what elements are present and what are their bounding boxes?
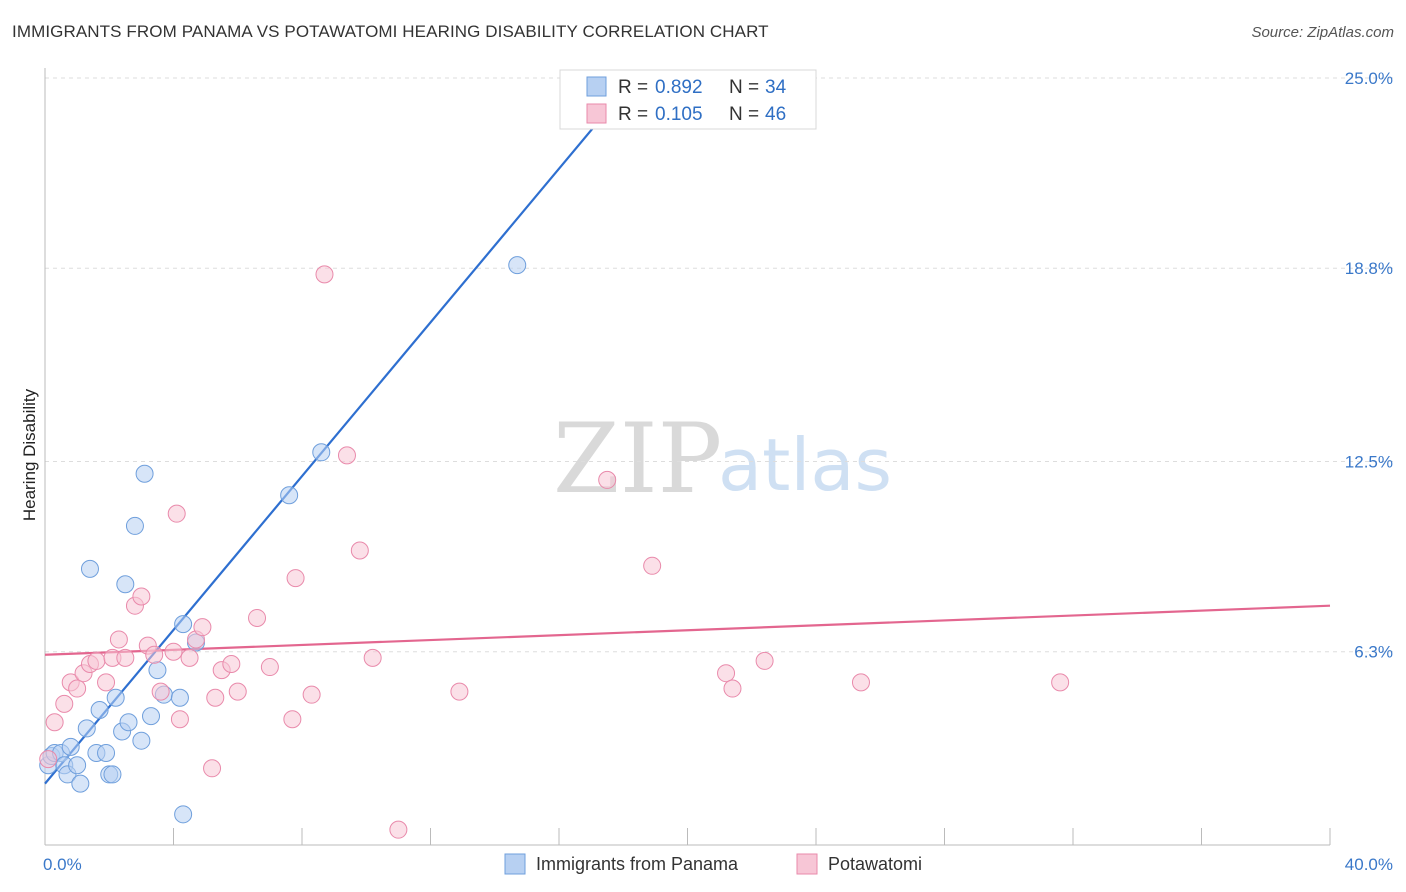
point-potawatomi <box>68 679 87 698</box>
legend-r-label-panama: R = <box>618 77 648 98</box>
point-potawatomi <box>55 694 74 713</box>
point-potawatomi <box>222 654 241 673</box>
point-panama <box>61 737 80 756</box>
legend-n-value-panama: 34 <box>765 77 787 98</box>
legend-swatch-panama <box>586 76 607 97</box>
y-tick-label: 25.0% <box>1345 69 1393 88</box>
legend-n-value-potawatomi: 46 <box>765 104 786 125</box>
point-panama <box>170 688 189 707</box>
legend-r-value-panama: 0.892 <box>655 77 703 98</box>
point-potawatomi <box>389 820 408 839</box>
x-tick-label: 40.0% <box>1345 855 1393 874</box>
point-panama <box>280 486 299 505</box>
point-potawatomi <box>350 541 369 560</box>
point-potawatomi <box>337 446 356 465</box>
point-panama <box>71 774 90 793</box>
legend-swatch-potawatomi <box>586 103 607 124</box>
watermark-zip: ZIP <box>553 403 722 515</box>
point-potawatomi <box>151 682 170 701</box>
point-panama <box>90 701 109 720</box>
point-potawatomi <box>598 470 617 489</box>
legend-n-label-potawatomi: N = <box>729 104 759 125</box>
point-panama <box>106 688 125 707</box>
axes <box>44 68 1331 846</box>
legend-n-label-panama: N = <box>729 77 759 98</box>
point-potawatomi <box>167 504 186 523</box>
point-potawatomi <box>315 265 334 284</box>
point-potawatomi <box>145 645 164 664</box>
bottom-legend: Immigrants from Panama Potawatomi <box>504 853 922 875</box>
data-points <box>39 78 1070 839</box>
point-potawatomi <box>260 658 279 677</box>
point-panama <box>174 805 193 824</box>
point-panama <box>148 661 167 680</box>
point-potawatomi <box>248 608 267 627</box>
y-tick-label: 12.5% <box>1345 453 1393 472</box>
point-potawatomi <box>109 630 128 649</box>
point-potawatomi <box>39 750 58 769</box>
legend-r-value-potawatomi: 0.105 <box>655 104 703 125</box>
point-potawatomi <box>363 648 382 667</box>
watermark-atlas: atlas <box>718 423 892 507</box>
point-potawatomi <box>302 685 321 704</box>
point-potawatomi <box>450 682 469 701</box>
point-potawatomi <box>45 713 64 732</box>
point-panama <box>142 707 161 726</box>
point-potawatomi <box>717 664 736 683</box>
point-potawatomi <box>755 651 774 670</box>
y-tick-label: 6.3% <box>1354 643 1393 662</box>
trend-lines <box>44 83 1331 785</box>
point-potawatomi <box>116 648 135 667</box>
point-potawatomi <box>723 679 742 698</box>
tick-labels: 6.3% 12.5% 18.8% 25.0% 0.0% 40.0% <box>43 69 1393 874</box>
point-potawatomi <box>643 556 662 575</box>
point-panama <box>77 719 96 738</box>
point-potawatomi <box>97 673 116 692</box>
point-panama <box>119 713 138 732</box>
source-label: Source: ZipAtlas.com <box>1251 24 1394 41</box>
point-potawatomi <box>164 642 183 661</box>
point-potawatomi <box>286 569 305 588</box>
legend-r-label-potawatomi: R = <box>618 104 648 125</box>
point-panama <box>103 765 122 784</box>
x-tick-label: 0.0% <box>43 855 82 874</box>
point-potawatomi <box>1051 673 1070 692</box>
point-panama <box>132 731 151 750</box>
bottom-legend-swatch-panama <box>504 853 526 875</box>
y-axis-label: Hearing Disability <box>20 388 39 521</box>
point-potawatomi <box>132 587 151 606</box>
point-potawatomi <box>206 688 225 707</box>
point-potawatomi <box>283 710 302 729</box>
point-panama <box>174 615 193 634</box>
bottom-legend-label-potawatomi: Potawatomi <box>828 854 922 874</box>
point-potawatomi <box>180 648 199 667</box>
trend-line-panama <box>44 83 631 785</box>
y-tick-label: 18.8% <box>1345 259 1393 278</box>
point-panama <box>312 443 331 462</box>
gridlines <box>45 77 1395 653</box>
point-potawatomi <box>228 682 247 701</box>
bottom-legend-swatch-potawatomi <box>796 853 818 875</box>
point-panama <box>125 516 144 535</box>
legend: R = 0.892 N = 34 R = 0.105 N = 46 <box>559 69 817 130</box>
point-panama <box>68 756 87 775</box>
trend-line-potawatomi <box>44 604 1331 656</box>
point-potawatomi <box>203 759 222 778</box>
point-potawatomi <box>193 618 212 637</box>
point-panama <box>116 575 135 594</box>
point-potawatomi <box>87 651 106 670</box>
point-panama <box>508 256 527 275</box>
chart-title: IMMIGRANTS FROM PANAMA VS POTAWATOMI HEA… <box>12 22 769 41</box>
point-panama <box>135 464 154 483</box>
point-panama <box>97 743 116 762</box>
point-panama <box>80 559 99 578</box>
bottom-legend-label-panama: Immigrants from Panama <box>536 854 739 874</box>
point-potawatomi <box>851 673 870 692</box>
point-potawatomi <box>170 710 189 729</box>
